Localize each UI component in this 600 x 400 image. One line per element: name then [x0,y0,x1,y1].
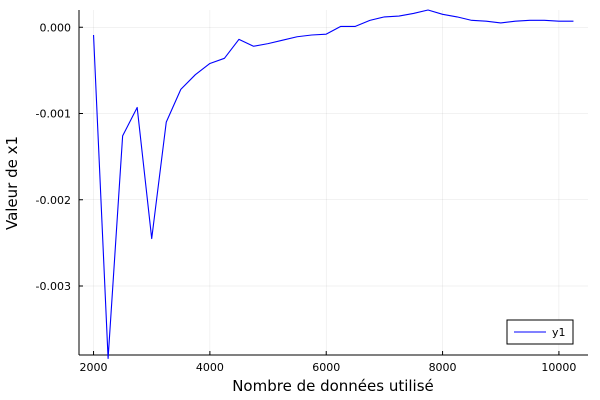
series [92,9,574,360]
data-point [355,26,356,27]
data-point [195,74,196,75]
data-point [297,36,298,37]
legend: y1 [506,319,574,345]
data-point [471,20,472,21]
y-tick-label: -0.001 [36,108,71,121]
data-point [282,40,283,41]
data-point [529,20,530,21]
x-tick-label: 8000 [429,361,457,374]
data-point [340,26,341,27]
grid [79,10,588,355]
y-tick-label: -0.003 [36,280,71,293]
data-point [384,16,385,17]
ticks: 2000 4000 6000 8000 10000 0.000 -0.001 -0.002 -0… [36,21,577,374]
y-tick-label: -0.002 [36,194,71,207]
data-point [93,34,94,35]
series-line-y1 [92,9,574,360]
data-point [457,16,458,17]
data-point [500,22,501,23]
data-point [398,15,399,16]
x-axis-title: Nombre de données utilisé [232,377,434,395]
data-point [427,9,428,10]
y-tick-label: 0.000 [40,21,72,34]
data-point [166,122,167,123]
data-point [180,89,181,90]
data-point [209,63,210,64]
x-tick-label: 2000 [80,361,108,374]
data-point [442,14,443,15]
data-point [267,43,268,44]
x-tick-label: 6000 [312,361,340,374]
data-point [573,21,574,22]
data-point [369,20,370,21]
data-point [224,58,225,59]
data-point [311,34,312,35]
data-point [137,107,138,108]
data-point [107,358,108,359]
x-tick-label: 4000 [196,361,224,374]
data-point [486,21,487,22]
data-point [544,20,545,21]
data-point [558,21,559,22]
x-tick-label: 10000 [541,361,576,374]
y-axis-title: Valeur de x1 [3,136,21,230]
data-point [515,21,516,22]
axes [78,10,588,356]
data-point [151,238,152,239]
data-point [238,39,239,40]
legend-label: y1 [552,326,566,339]
data-point [253,46,254,47]
data-point [326,34,327,35]
data-point [122,135,123,136]
data-point [413,13,414,14]
